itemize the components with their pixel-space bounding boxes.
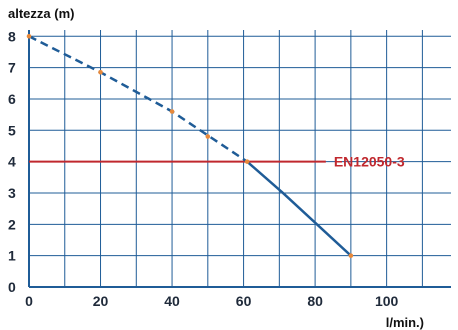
data-point	[348, 253, 354, 258]
x-tick-label: 60	[236, 293, 252, 309]
x-axis-label: l/min.)	[386, 315, 424, 330]
data-point	[244, 159, 250, 164]
y-tick-label: 6	[8, 91, 16, 107]
curve-dashed	[28, 35, 248, 163]
data-point	[205, 134, 211, 139]
y-tick-label: 7	[8, 60, 16, 76]
markers	[26, 33, 354, 258]
x-tick-label: 80	[307, 293, 323, 309]
y-tick-label: 4	[8, 154, 16, 170]
x-tick-label: 20	[93, 293, 109, 309]
data-point	[98, 70, 103, 75]
annotations: EN12050-3	[29, 154, 405, 170]
y-tick-label: 3	[8, 185, 16, 201]
curve-solid	[246, 160, 352, 257]
y-tick-label: 2	[8, 216, 16, 232]
y-tick-label: 5	[8, 122, 16, 138]
series	[28, 35, 352, 257]
data-point	[26, 33, 32, 39]
y-tick-label: 8	[8, 28, 16, 44]
grid	[28, 30, 451, 288]
x-tick-label: 0	[25, 293, 33, 309]
data-point	[169, 109, 175, 114]
reference-line-label: EN12050-3	[334, 154, 405, 170]
y-tick-label: 0	[8, 279, 16, 295]
y-axis-label: altezza (m)	[8, 6, 74, 21]
x-tick-label: 100	[375, 293, 399, 309]
y-tick-label: 1	[8, 248, 16, 264]
x-tick-label: 40	[164, 293, 180, 309]
